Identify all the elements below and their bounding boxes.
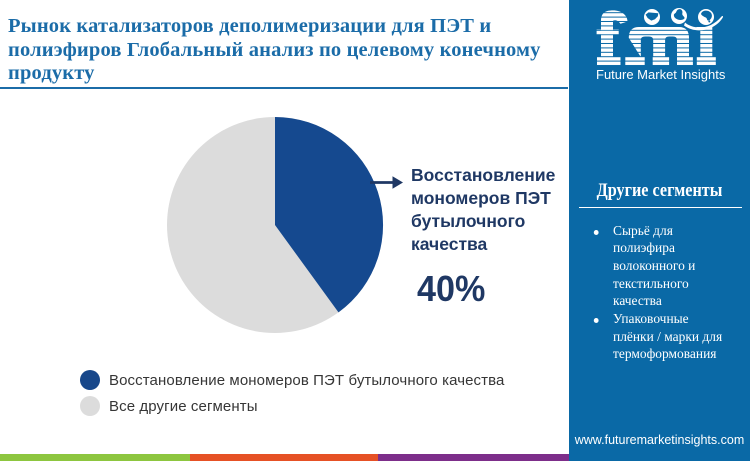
svg-text:Future Market Insights: Future Market Insights xyxy=(596,67,726,82)
